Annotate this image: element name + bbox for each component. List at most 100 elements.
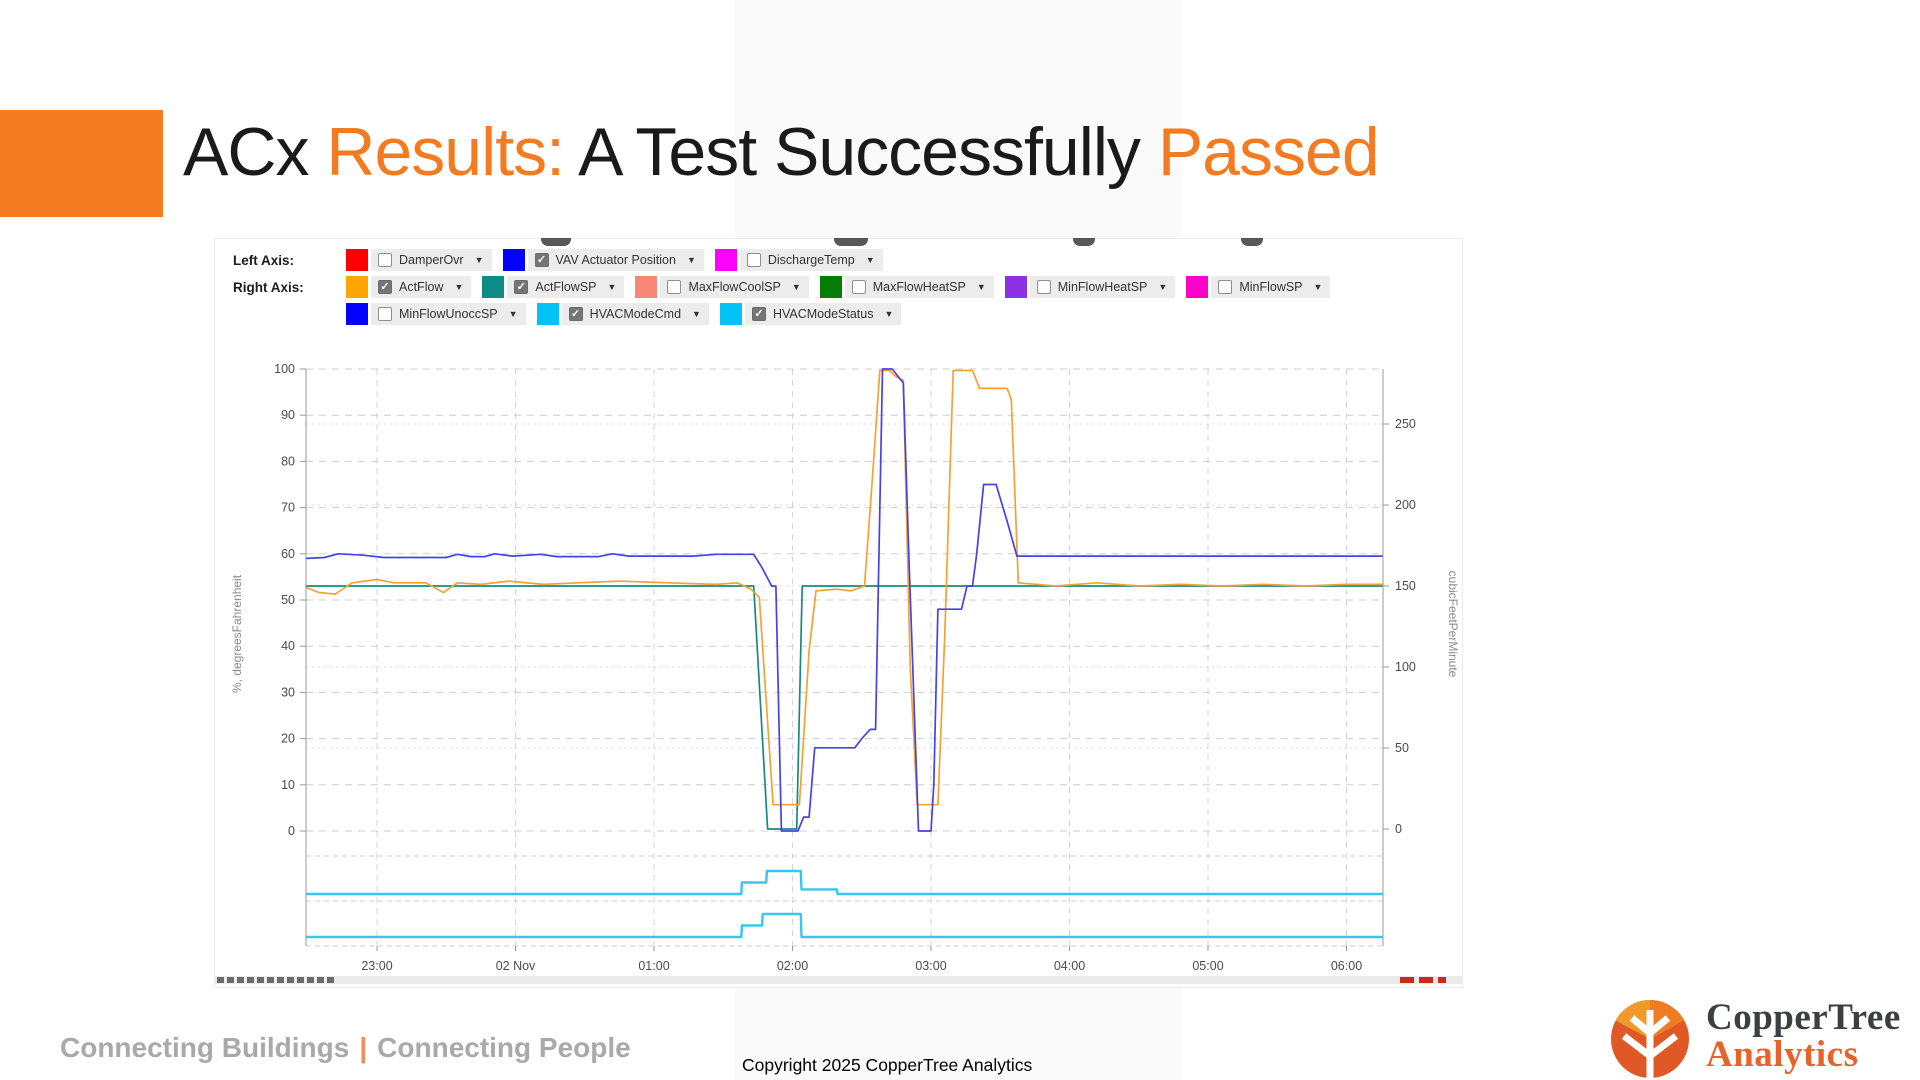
coppertree-logo-mark	[1611, 1000, 1689, 1078]
chevron-down-icon[interactable]: ▼	[607, 282, 617, 292]
series-color-swatch	[719, 303, 742, 325]
clipped-bottom-strip	[215, 976, 1462, 984]
legend-item-hvacmodestatus[interactable]: ✓ HVACModeStatus ▼	[719, 303, 902, 325]
clipped-top-artifact	[1241, 238, 1263, 246]
right-tick-label: 50	[1395, 741, 1409, 755]
series-label: MaxFlowCoolSP	[688, 280, 781, 294]
title-seg-acx: ACx	[183, 114, 327, 190]
x-tick-label: 02 Nov	[496, 959, 536, 973]
left-tick-label: 90	[281, 408, 295, 422]
clipped-top-artifact	[834, 238, 868, 246]
chevron-down-icon[interactable]: ▼	[1313, 282, 1323, 292]
series-color-swatch	[714, 249, 737, 271]
series-label: MinFlowUnoccSP	[399, 307, 498, 321]
series-checkbox[interactable]	[851, 280, 866, 294]
right-axis-title: cubicFeetPerMinute	[1446, 571, 1460, 678]
series-color-swatch	[346, 276, 368, 298]
series-checkbox[interactable]: ✓	[514, 280, 529, 294]
chevron-down-icon[interactable]: ▼	[884, 309, 894, 319]
legend-item-damperovr[interactable]: DamperOvr ▼	[346, 249, 492, 271]
legend-item-minflowsp[interactable]: MinFlowSP ▼	[1186, 276, 1331, 298]
left-tick-label: 100	[274, 362, 295, 376]
left-tick-label: 80	[281, 454, 295, 468]
right-tick-label: 0	[1395, 822, 1402, 836]
x-tick-label: 06:00	[1331, 959, 1362, 973]
series-color-swatch	[502, 249, 525, 271]
left-axis-title: %, degreesFahrenheit	[230, 574, 244, 693]
chevron-down-icon[interactable]: ▼	[976, 282, 986, 292]
left-tick-label: 10	[281, 778, 295, 792]
right-tick-label: 100	[1395, 660, 1416, 674]
series-checkbox[interactable]	[1036, 280, 1051, 294]
x-tick-label: 04:00	[1054, 959, 1085, 973]
clipped-top-artifact	[1073, 238, 1095, 246]
chevron-down-icon[interactable]: ▼	[791, 282, 801, 292]
footer-tagline: Connecting Buildings | Connecting People	[60, 1032, 631, 1064]
series-color-swatch	[635, 276, 658, 298]
legend-item-maxflowheatsp[interactable]: MaxFlowHeatSP ▼	[819, 276, 994, 298]
left-tick-label: 70	[281, 501, 295, 515]
series-checkbox[interactable]	[378, 307, 392, 321]
series-label: MinFlowHeatSP	[1057, 280, 1148, 294]
logo-text-line1: CopperTree	[1706, 997, 1901, 1038]
legend-item-hvacmodecmd[interactable]: ✓ HVACModeCmd ▼	[536, 303, 709, 325]
series-line-actflowsp	[306, 585, 1383, 830]
legend-item-vav-actuator-position[interactable]: ✓ VAV Actuator Position ▼	[502, 249, 704, 271]
left-tick-label: 50	[281, 593, 295, 607]
x-tick-label: 01:00	[638, 959, 669, 973]
series-checkbox[interactable]: ✓	[568, 307, 583, 321]
series-checkbox[interactable]: ✓	[751, 307, 766, 321]
copyright-text: Copyright 2025 CopperTree Analytics	[742, 1055, 1033, 1075]
left-tick-label: 40	[281, 639, 295, 653]
series-label: HVACModeStatus	[772, 307, 874, 321]
series-label: HVACModeCmd	[589, 307, 682, 321]
series-label: DischargeTemp	[767, 253, 855, 267]
legend-axis-label: Left Axis:	[233, 252, 295, 268]
series-label: MaxFlowHeatSP	[872, 280, 966, 294]
legend-item-maxflowcoolsp[interactable]: MaxFlowCoolSP ▼	[635, 276, 809, 298]
series-label: MinFlowSP	[1239, 280, 1303, 294]
chevron-down-icon[interactable]: ▼	[454, 282, 464, 292]
tagline-part1: Connecting Buildings	[60, 1032, 350, 1063]
left-tick-label: 0	[288, 824, 295, 838]
coppertree-logo: CopperTree Analytics	[1608, 992, 1901, 1080]
series-checkbox[interactable]	[667, 280, 682, 294]
series-checkbox[interactable]	[746, 253, 761, 267]
right-tick-label: 250	[1395, 417, 1416, 431]
clipped-top-artifact	[541, 238, 571, 246]
series-checkbox[interactable]: ✓	[534, 253, 549, 267]
legend-item-actflow[interactable]: ✓ ActFlow ▼	[346, 276, 472, 298]
series-checkbox[interactable]	[1218, 280, 1233, 294]
series-label: VAV Actuator Position	[555, 253, 676, 267]
chevron-down-icon[interactable]: ▼	[474, 255, 484, 265]
x-tick-label: 02:00	[777, 959, 808, 973]
chevron-down-icon[interactable]: ▼	[692, 309, 701, 319]
series-color-swatch	[819, 276, 842, 298]
tagline-part2: Connecting People	[377, 1032, 631, 1063]
legend-item-dischargetemp[interactable]: DischargeTemp ▼	[714, 249, 883, 271]
legend-item-actflowsp[interactable]: ✓ ActFlowSP ▼	[482, 276, 625, 298]
series-color-swatch	[536, 303, 559, 325]
chevron-down-icon[interactable]: ▼	[686, 255, 696, 265]
series-checkbox[interactable]	[378, 253, 392, 267]
red-dash-artifact	[1400, 977, 1446, 983]
left-tick-label: 60	[281, 547, 295, 561]
title-accent-rectangle	[0, 110, 163, 217]
series-checkbox[interactable]: ✓	[378, 280, 392, 294]
chevron-down-icon[interactable]: ▼	[1158, 282, 1168, 292]
chevron-down-icon[interactable]: ▼	[508, 309, 518, 319]
page-title: ACx Results: A Test Successfully Passed	[183, 100, 1380, 204]
x-tick-label: 05:00	[1192, 959, 1223, 973]
right-tick-label: 150	[1395, 579, 1416, 593]
series-color-swatch	[482, 276, 505, 298]
series-line-hvacmodecmd	[306, 869, 1383, 896]
series-label: ActFlow	[399, 280, 444, 294]
chevron-down-icon[interactable]: ▼	[865, 255, 875, 265]
legend-item-minflowheatsp[interactable]: MinFlowHeatSP ▼	[1004, 276, 1176, 298]
series-line-hvacmodestatus	[306, 912, 1383, 939]
title-seg-results: Results:	[326, 114, 579, 190]
series-line-actflow	[306, 369, 1383, 806]
legend-item-minflowunoccsp[interactable]: MinFlowUnoccSP ▼	[346, 303, 526, 325]
x-tick-label: 03:00	[915, 959, 946, 973]
